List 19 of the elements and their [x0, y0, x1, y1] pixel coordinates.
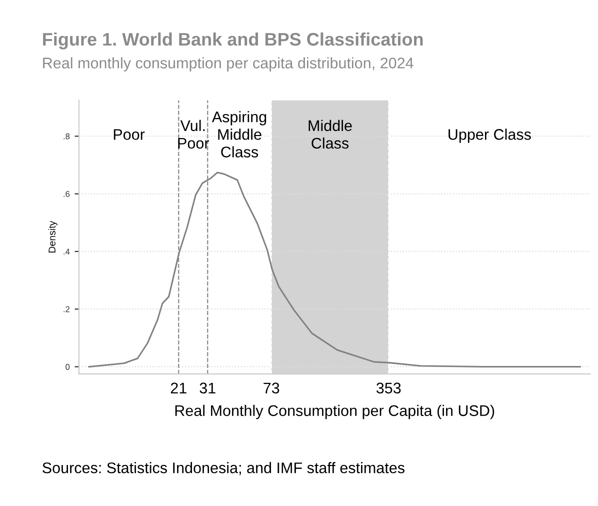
chart-title: Figure 1. World Bank and BPS Classification	[43, 32, 423, 50]
y-tick-label: .2	[64, 306, 70, 312]
annotation: Vul. Poor	[178, 120, 210, 149]
annotation: Upper Class	[448, 128, 531, 143]
annotation: Middle Class	[308, 120, 352, 149]
x-tick-label: 353	[376, 382, 401, 394]
x-tick-label: 21	[170, 382, 186, 394]
y-tick-label: .8	[64, 133, 70, 140]
x-tick-label: 73	[264, 382, 280, 394]
annotation: Poor	[114, 129, 145, 140]
chart-subtitle: Real monthly consumption per capita distribution, 2024	[43, 57, 414, 72]
annotation: Aspiring Middle Class	[212, 111, 266, 158]
y-axis-title: Density	[48, 220, 58, 252]
x-tick-label: 31	[200, 382, 216, 394]
source-note: Sources: Statistics Indonesia; and IMF staff estimates	[42, 462, 404, 476]
x-axis-title: Real Monthly Consumption per Capita (in USD)	[175, 404, 494, 420]
y-tick-label: .6	[64, 191, 70, 197]
y-tick-label: 0	[66, 364, 70, 370]
y-tick-label: .4	[64, 248, 70, 254]
